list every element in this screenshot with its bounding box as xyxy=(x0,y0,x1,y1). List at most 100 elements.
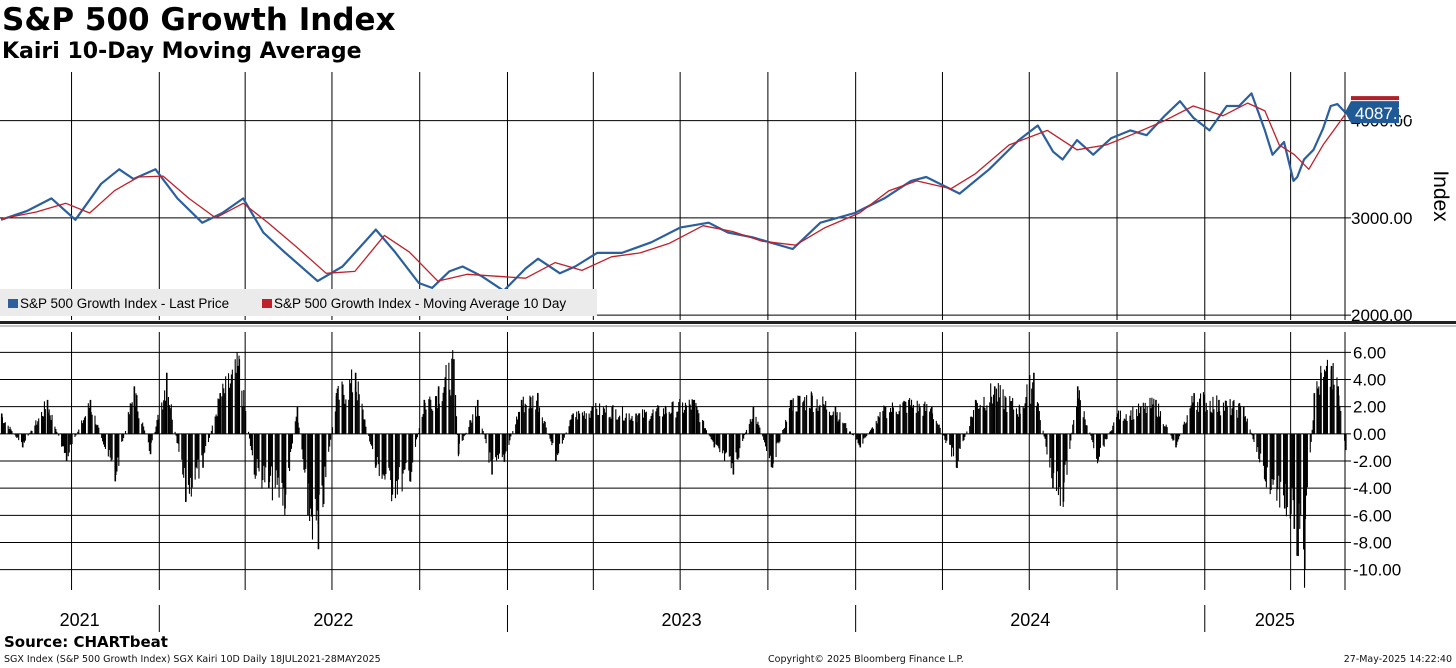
kairi-bar xyxy=(684,402,686,434)
kairi-bar xyxy=(642,417,645,434)
kairi-bar xyxy=(910,399,913,434)
legend-swatch-price xyxy=(8,299,18,308)
kairi-bar xyxy=(543,420,545,434)
kairi-bar xyxy=(1237,417,1239,434)
kairi-bar xyxy=(461,433,463,441)
kairi-bar xyxy=(209,433,211,435)
kairi-bar xyxy=(903,400,905,434)
kairi-bar xyxy=(11,431,13,434)
price-ytick-label: 3000.00 xyxy=(1351,209,1412,228)
kairi-bar xyxy=(898,411,900,434)
kairi-bar xyxy=(1333,384,1335,434)
kairi-bar xyxy=(891,402,893,434)
kairi-bar xyxy=(161,402,163,434)
kairi-bar xyxy=(350,383,352,434)
kairi-bar xyxy=(1005,397,1007,434)
kairi-bar xyxy=(177,433,179,444)
kairi-bar xyxy=(662,408,665,434)
kairi-key-bar xyxy=(1345,433,1347,451)
kairi-bar xyxy=(878,417,880,434)
kairi-bar xyxy=(1196,409,1198,434)
kairi-bar xyxy=(725,433,728,453)
kairi-bar xyxy=(563,433,565,438)
kairi-bar xyxy=(131,402,133,434)
kairi-bar xyxy=(445,365,447,434)
kairi-bar xyxy=(689,404,691,434)
kairi-bar xyxy=(756,423,758,434)
kairi-bar xyxy=(838,419,840,434)
kairi-bar xyxy=(718,433,720,449)
kairi-bar xyxy=(1192,402,1194,434)
kairi-bar xyxy=(737,433,739,460)
kairi-bar xyxy=(842,422,844,434)
kairi-bar xyxy=(696,406,698,434)
kairi-bar xyxy=(1150,408,1152,434)
kairi-bar xyxy=(971,416,973,434)
kairi-bar xyxy=(924,401,926,434)
kairi-bar xyxy=(1183,421,1185,434)
kairi-bar xyxy=(691,399,693,434)
kairi-bar xyxy=(744,433,746,436)
kairi-bar xyxy=(1253,433,1255,442)
kairi-bar xyxy=(1199,398,1201,434)
kairi-bar xyxy=(957,433,959,462)
kairi-bar xyxy=(397,433,399,480)
kairi-bar xyxy=(236,352,238,434)
kairi-bar xyxy=(525,405,527,434)
kairi-bar xyxy=(641,409,644,434)
kairi-bar xyxy=(632,421,634,434)
legend-label-price: S&P 500 Growth Index - Last Price xyxy=(20,296,229,311)
kairi-bar xyxy=(1129,415,1131,434)
kairi-bar xyxy=(323,433,325,504)
kairi-bar xyxy=(44,409,46,434)
kairi-bar xyxy=(1059,433,1061,506)
kairi-bar xyxy=(261,433,263,489)
kairi-bar xyxy=(35,420,37,434)
kairi-bar xyxy=(1103,433,1105,447)
kairi-bar xyxy=(584,418,586,434)
kairi-bar xyxy=(1211,412,1213,434)
kairi-bar xyxy=(528,408,530,434)
kairi-bar xyxy=(1106,433,1108,439)
kairi-bar xyxy=(389,433,391,471)
kairi-bar xyxy=(951,433,953,457)
kairi-bar xyxy=(196,433,198,469)
kairi-key-bar xyxy=(713,433,716,448)
kairi-bar xyxy=(964,433,966,437)
kairi-bar xyxy=(869,430,872,434)
kairi-bar xyxy=(1238,403,1240,434)
kairi-bar xyxy=(1205,402,1207,434)
kairi-bar xyxy=(269,433,272,476)
kairi-bar xyxy=(225,376,227,434)
kairi-bar xyxy=(836,412,838,434)
kairi-bar xyxy=(890,411,893,434)
kairi-bar xyxy=(608,417,610,434)
kairi-bar xyxy=(1179,433,1181,437)
kairi-bar xyxy=(904,401,906,434)
kairi-bar xyxy=(478,415,480,434)
kairi-bar xyxy=(31,430,33,434)
kairi-key-bar xyxy=(555,433,557,461)
kairi-key-bar xyxy=(884,406,886,434)
kairi-bar xyxy=(1022,406,1024,434)
kairi-bar xyxy=(122,433,124,442)
kairi-bar xyxy=(395,433,397,482)
kairi-bar xyxy=(829,415,831,434)
kairi-bar xyxy=(892,407,894,434)
kairi-key-bar xyxy=(1320,372,1322,434)
kairi-bar xyxy=(1280,433,1282,482)
kairi-bar xyxy=(768,433,770,459)
kairi-bar xyxy=(864,433,866,438)
kairi-bar xyxy=(906,412,908,434)
kairi-bar xyxy=(490,433,492,462)
kairi-bar xyxy=(619,415,621,434)
kairi-key-bar xyxy=(46,399,49,434)
kairi-key-bar xyxy=(810,393,813,434)
kairi-bar xyxy=(843,423,845,434)
kairi-bar xyxy=(1043,433,1045,437)
kairi-bar xyxy=(648,420,650,434)
kairi-bar xyxy=(1137,416,1139,434)
kairi-bar xyxy=(698,413,700,434)
kairi-key-bar xyxy=(771,433,774,468)
kairi-bar xyxy=(123,433,125,439)
